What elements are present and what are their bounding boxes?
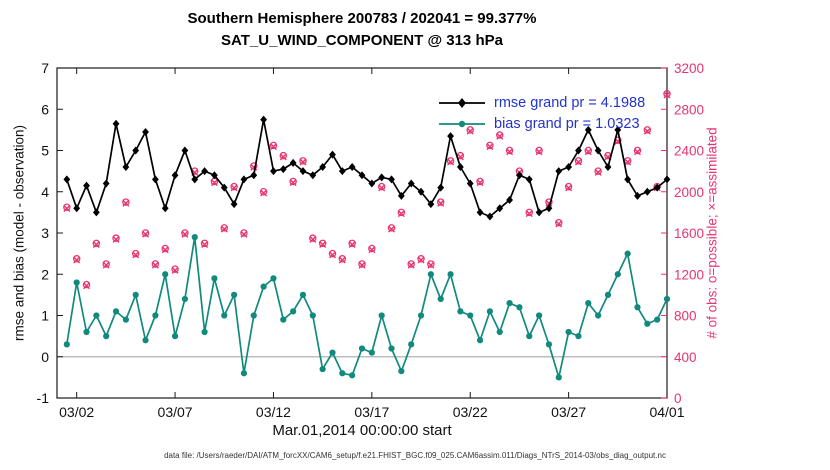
x-axis-label: Mar.01,2014 00:00:00 start — [272, 422, 452, 439]
y-left-tick-label: 0 — [41, 349, 49, 365]
right-axis-label: # of obs: o=possible; ×=assimilated — [704, 127, 720, 339]
legend-label-bias: bias grand pr = 1.0323 — [494, 116, 640, 132]
y-right-tick-label: 800 — [674, 309, 697, 324]
series-assimilated-obs — [63, 91, 671, 290]
data-file-note: data file: /Users/raeder/DAI/ATM_forcXX/… — [164, 451, 666, 460]
series-rmse — [63, 115, 671, 221]
y-right-tick-label: 2400 — [674, 144, 704, 159]
x-tick-label: 03/02 — [59, 404, 94, 420]
legend-item-rmse[interactable]: rmse grand pr = 4.1988 — [438, 95, 645, 111]
y-left-tick-label: 6 — [41, 101, 49, 117]
rmse-line-diamond-sample — [439, 98, 485, 108]
x-tick-label: 03/27 — [551, 404, 586, 420]
axis-ticks-and-labels: 03/02 03/07 03/12 03/17 03/22 03/27 04/01-1012… — [37, 60, 705, 420]
legend-item-bias[interactable]: bias grand pr = 1.0323 — [438, 116, 645, 132]
y-right-tick-label: 1200 — [674, 267, 704, 282]
y-left-tick-label: 1 — [41, 308, 49, 324]
y-right-tick-label: 0 — [674, 391, 682, 406]
x-tick-label: 03/22 — [453, 404, 488, 420]
bias-line-circle-sample — [439, 120, 485, 128]
x-tick-label: 03/07 — [158, 404, 193, 420]
y-left-tick-label: 7 — [41, 60, 49, 76]
y-left-tick-label: 5 — [41, 143, 49, 159]
chart-subtitle: SAT_U_WIND_COMPONENT @ 313 hPa — [221, 32, 503, 49]
y-left-tick-label: 3 — [41, 225, 49, 241]
legend-label-rmse: rmse grand pr = 4.1988 — [494, 95, 646, 111]
chart-title: Southern Hemisphere 200783 / 202041 = 99… — [187, 10, 537, 27]
left-axis-label: rmse and bias (model - observation) — [11, 124, 27, 342]
y-right-tick-label: 3200 — [674, 61, 704, 76]
y-right-tick-label: 2000 — [674, 185, 704, 200]
series-bias — [63, 234, 671, 381]
y-left-tick-label: 2 — [41, 266, 49, 282]
x-tick-label: 04/01 — [649, 404, 684, 420]
legend: rmse grand pr = 4.1988 bias grand pr = 1… — [438, 95, 645, 132]
x-tick-label: 03/12 — [256, 404, 291, 420]
y-left-tick-label: -1 — [37, 390, 50, 406]
y-right-tick-label: 2800 — [674, 102, 704, 117]
y-left-tick-label: 4 — [41, 184, 49, 200]
y-right-tick-label: 400 — [674, 350, 697, 365]
y-right-tick-label: 1600 — [674, 226, 704, 241]
x-tick-label: 03/17 — [354, 404, 389, 420]
